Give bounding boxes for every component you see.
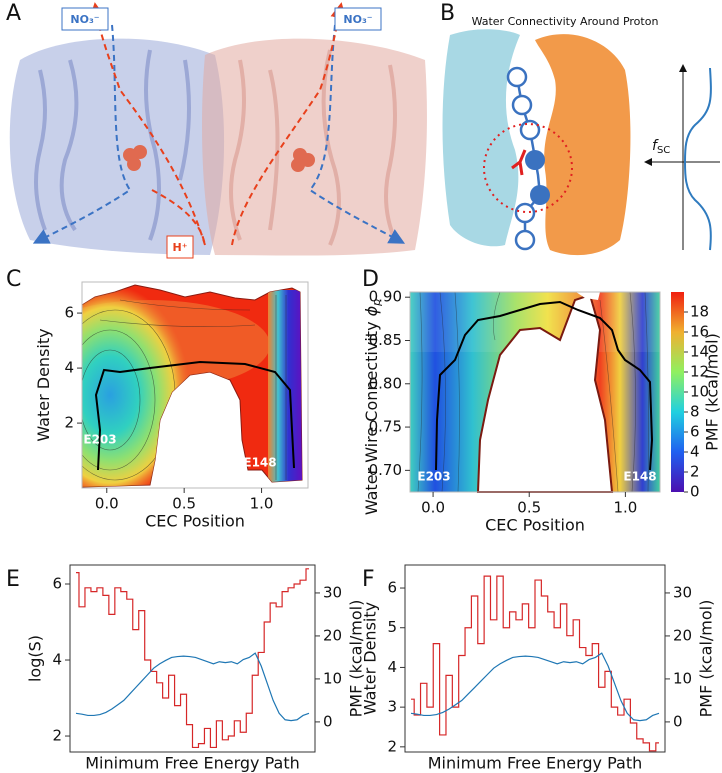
x-tick-label: 1.0: [613, 499, 637, 517]
colorbar-tick-label: 2: [690, 463, 700, 481]
y-axis-label: Water Wire Connectivity ϕp: [362, 299, 384, 515]
subscript: SC: [657, 145, 670, 156]
plot-frame: [409, 291, 661, 493]
symbol: f: [652, 138, 659, 154]
panel-title: Water Connectivity Around Proton: [472, 15, 659, 28]
y-tick-label: 6: [387, 579, 397, 597]
colorbar-tick-label: 14: [690, 343, 709, 361]
plot-frame: [404, 564, 666, 753]
colorbar-tick-label: 18: [690, 303, 709, 321]
colorbar-tick-label: 0: [690, 483, 700, 501]
panel-label: A: [6, 1, 21, 26]
y-tick-label: 0.80: [369, 374, 402, 392]
y-axis-label: log(S): [26, 635, 45, 682]
step-line: [411, 575, 659, 752]
y-tick-label: 4: [387, 658, 397, 676]
x-axis-label: Minimum Free Energy Path: [428, 754, 643, 773]
contour-c: [81, 284, 303, 488]
x-tick-label: 0.0: [421, 499, 445, 517]
y-tick-label: 4: [64, 359, 74, 377]
y-tick-label: 5: [387, 618, 397, 636]
panel-b: B Water Connectivity Around Proton fSC: [440, 1, 720, 256]
annotation: E148: [623, 470, 656, 484]
y2-tick-label: 30: [673, 583, 692, 601]
x-tick-label: 0.0: [95, 495, 119, 513]
y-axis-label-text: Water Wire Connectivity: [362, 316, 381, 515]
y-tick-label: 2: [52, 727, 62, 745]
y2-tick-label: 0: [323, 712, 333, 730]
annotation: E203: [417, 470, 450, 484]
panel-label: D: [362, 267, 379, 292]
y2-tick-label: 10: [673, 669, 692, 687]
x-axis-label: CEC Position: [145, 512, 245, 531]
y-axis-label: Water Density: [361, 602, 380, 715]
step-line: [76, 568, 309, 749]
colorbar-label: PMF (kcal/mol): [703, 333, 722, 451]
axis-symbol: fSC: [652, 138, 670, 156]
y-tick-label: 0.70: [369, 461, 402, 479]
colorbar-tick-label: 12: [690, 363, 709, 381]
plot-frame: [69, 564, 316, 753]
x-tick-label: 1.0: [250, 495, 274, 513]
x-tick-label: 0.5: [517, 499, 541, 517]
y-tick-label: 0.75: [369, 418, 402, 436]
y2-tick-label: 0: [673, 712, 683, 730]
y-tick-label: 4: [52, 651, 62, 669]
y-tick-label: 6: [64, 304, 74, 322]
y-tick-label: 2: [64, 414, 74, 432]
colorbar-tick-label: 8: [690, 403, 700, 421]
y-axis-label-text: Water Density: [34, 328, 53, 441]
y2-tick-label: 20: [673, 626, 692, 644]
y-axis-label: Water Density: [34, 328, 53, 441]
y2-tick-label: 30: [323, 583, 342, 601]
x-axis-label: CEC Position: [485, 516, 585, 535]
proton-label: H⁺: [172, 241, 187, 254]
annotation: E203: [83, 433, 116, 447]
x-axis-label: Minimum Free Energy Path: [85, 754, 300, 773]
y2-axis-label: PMF (kcal/mol): [697, 600, 716, 718]
panel-label: E: [6, 567, 20, 592]
annotation: E148: [243, 456, 276, 470]
y2-tick-label: 20: [323, 626, 342, 644]
y-tick-label: 2: [387, 737, 397, 755]
x-tick-label: 0.5: [172, 495, 196, 513]
plot-frame: [81, 281, 309, 489]
y-tick-label: 6: [52, 575, 62, 593]
colorbar-tick-label: 16: [690, 323, 709, 341]
panel-label: B: [440, 1, 455, 26]
colorbar-tick-label: 4: [690, 443, 700, 461]
pmf-line: [410, 652, 660, 722]
y2-tick-label: 10: [323, 669, 342, 687]
pmf-line: [75, 652, 310, 722]
ion-label: NO₃⁻: [343, 13, 372, 26]
y-axis-subscript: p: [370, 299, 383, 307]
colorbar-tick-label: 6: [690, 423, 700, 441]
panel-a: A NO₃⁻ NO₃⁻ H⁺: [6, 1, 427, 259]
y-tick-label: 0.90: [369, 288, 402, 306]
y-tick-label: 0.85: [369, 331, 402, 349]
panel-label: C: [6, 267, 21, 292]
panel-label: F: [362, 567, 375, 592]
y-axis-symbol: ϕ: [362, 305, 381, 316]
ion-label: NO₃⁻: [70, 13, 99, 26]
y2-axis-label: PMF (kcal/mol): [347, 600, 366, 718]
y-tick-label: 3: [387, 698, 397, 716]
contour-d: [410, 291, 684, 493]
colorbar-tick-label: 10: [690, 383, 709, 401]
